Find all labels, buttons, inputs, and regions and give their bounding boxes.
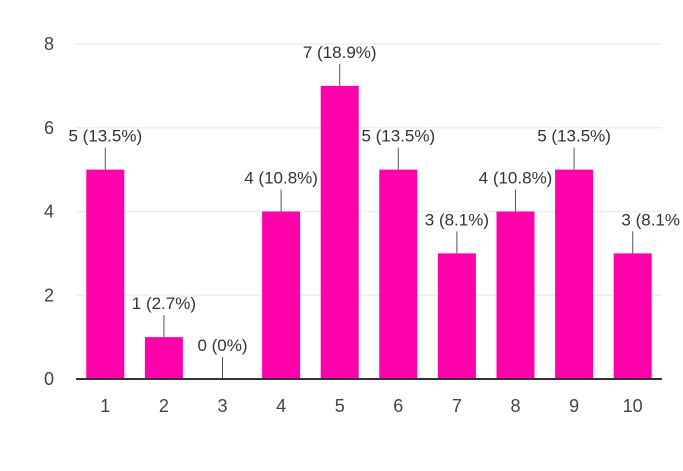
bar-5 xyxy=(320,85,359,379)
data-label-halo: 5 (13.5%) xyxy=(537,127,611,146)
data-label-8: 4 (10.8%) xyxy=(479,169,553,188)
x-tick-label: 1 xyxy=(100,396,110,416)
y-tick-label: 0 xyxy=(44,369,54,389)
data-label-7: 3 (8.1%) xyxy=(425,210,489,229)
y-tick-label: 8 xyxy=(44,34,54,54)
data-label-9: 5 (13.5%) xyxy=(537,127,611,146)
x-tick-label: 3 xyxy=(217,396,227,416)
data-label-1: 5 (13.5%) xyxy=(68,127,142,146)
data-label-halo: 4 (10.8%) xyxy=(244,169,318,188)
x-tick-label: 5 xyxy=(335,396,345,416)
bars xyxy=(86,85,652,379)
data-label-halo: 3 (8.1% xyxy=(621,210,680,229)
bar-8 xyxy=(496,211,535,379)
bar-4 xyxy=(262,211,301,379)
data-label-halo: 4 (10.8%) xyxy=(479,169,553,188)
bar-7 xyxy=(437,253,476,379)
x-tick-label: 9 xyxy=(569,396,579,416)
x-tick-label: 6 xyxy=(393,396,403,416)
y-tick-label: 4 xyxy=(44,202,54,222)
data-label-halo: 5 (13.5%) xyxy=(68,127,142,146)
data-label-halo: 7 (18.9%) xyxy=(303,43,377,62)
data-label-halo: 5 (13.5%) xyxy=(361,127,435,146)
x-tick-label: 2 xyxy=(159,396,169,416)
bar-10 xyxy=(613,253,652,379)
data-labels: 5 (13.5%)5 (13.5%)1 (2.7%)1 (2.7%)0 (0%)… xyxy=(66,41,682,357)
bar-2 xyxy=(144,337,183,379)
x-tick-label: 7 xyxy=(452,396,462,416)
x-tick-label: 8 xyxy=(510,396,520,416)
bar-6 xyxy=(379,169,418,379)
x-tick-label: 4 xyxy=(276,396,286,416)
data-label-6: 5 (13.5%) xyxy=(361,127,435,146)
data-label-4: 4 (10.8%) xyxy=(244,169,318,188)
data-label-2: 1 (2.7%) xyxy=(132,294,196,313)
bar-9 xyxy=(555,169,594,379)
data-label-3: 0 (0%) xyxy=(197,336,247,355)
x-tick-label: 10 xyxy=(623,396,643,416)
data-label-halo: 1 (2.7%) xyxy=(132,294,196,313)
bar-1 xyxy=(86,169,125,379)
data-label-halo: 0 (0%) xyxy=(197,336,247,355)
y-tick-label: 2 xyxy=(44,285,54,305)
data-label-10: 3 (8.1% xyxy=(621,210,680,229)
data-label-halo: 3 (8.1%) xyxy=(425,210,489,229)
data-label-5: 7 (18.9%) xyxy=(303,43,377,62)
y-axis-ticks: 0 2 4 6 8 xyxy=(44,34,54,389)
label-leaders xyxy=(104,63,634,379)
y-tick-label: 6 xyxy=(44,118,54,138)
x-axis-ticks: 1 2 3 4 5 6 7 8 9 10 xyxy=(100,396,642,416)
